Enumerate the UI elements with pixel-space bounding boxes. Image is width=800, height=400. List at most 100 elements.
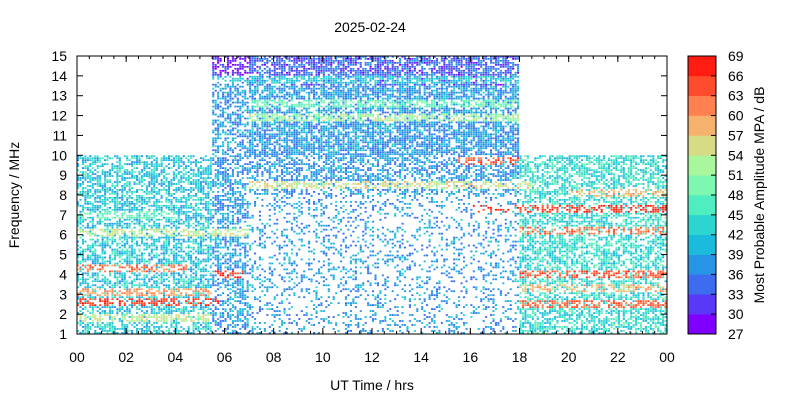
heatmap-cell [224,258,227,261]
heatmap-cell [251,71,254,74]
heatmap-cell [222,272,225,275]
heatmap-cell [148,322,151,324]
heatmap-cell [271,91,274,94]
heatmap-cell [77,179,80,181]
heatmap-cell [234,67,237,70]
heatmap-cell [79,266,82,269]
heatmap-cell [246,101,249,104]
heatmap-cell [177,222,180,225]
heatmap-cell [138,159,141,162]
heatmap-cell [121,320,124,322]
heatmap-cell [153,200,156,203]
heatmap-cell [217,302,220,305]
heatmap-cell [86,226,89,229]
heatmap-cell [116,198,119,201]
heatmap-cell [153,181,156,183]
heatmap-cell [81,276,85,279]
heatmap-cell [236,196,239,199]
heatmap-cell [185,202,188,205]
heatmap-cell [172,296,175,299]
heatmap-cell [118,159,121,162]
heatmap-cell [123,324,126,326]
heatmap-cell [182,206,185,209]
heatmap-cell [273,105,276,108]
heatmap-cell [258,159,262,162]
heatmap-cell [236,83,239,86]
heatmap-cell [79,284,82,287]
heatmap-cell [258,153,262,156]
heatmap-cell [150,304,153,306]
heatmap-cell [226,326,230,328]
heatmap-cell [77,204,80,207]
heatmap-cell [241,169,244,171]
heatmap-cell [108,173,112,175]
heatmap-cell [106,244,109,247]
heatmap-cell [224,91,227,94]
heatmap-cell [133,167,136,169]
heatmap-cell [229,324,232,326]
heatmap-cell [182,234,185,237]
heatmap-cell [121,195,124,197]
heatmap-cell [229,258,232,261]
heatmap-cell [150,226,153,229]
heatmap-cell [224,218,227,221]
heatmap-cell [128,266,131,269]
heatmap-cell [94,264,97,267]
heatmap-cell [170,232,173,235]
heatmap-cell [244,326,247,328]
heatmap-cell [202,312,205,314]
heatmap-cell [195,179,198,181]
heatmap-cell [207,282,210,285]
heatmap-cell [251,63,254,66]
heatmap-cell [214,83,217,86]
heatmap-cell [84,240,87,243]
heatmap-cell [234,113,237,116]
heatmap-cell [185,224,188,227]
heatmap-cell [96,200,99,203]
heatmap-cell [217,208,220,211]
heatmap-cell [160,195,163,197]
heatmap-cell [224,95,227,98]
heatmap-cell [192,294,195,297]
heatmap-cell [131,280,134,283]
heatmap-cell [160,258,163,261]
heatmap-cell [145,187,148,189]
heatmap-cell [182,314,185,316]
heatmap-cell [160,157,163,160]
heatmap-cell [226,181,230,183]
heatmap-cell [244,316,247,318]
heatmap-cell [266,288,269,291]
heatmap-cell [140,228,144,231]
heatmap-cell [111,191,114,193]
heatmap-cell [136,318,139,320]
heatmap-cell [251,131,254,134]
heatmap-cell [249,244,252,247]
heatmap-cell [256,163,259,166]
heatmap-cell [118,266,121,269]
heatmap-cell [241,320,244,322]
heatmap-cell [138,258,141,261]
heatmap-cell [160,208,163,211]
heatmap-cell [226,169,230,171]
heatmap-cell [165,250,168,253]
heatmap-cell [158,191,161,193]
heatmap-cell [239,101,242,104]
heatmap-cell [140,302,144,305]
heatmap-cell [209,183,212,185]
heatmap-cell [246,151,249,154]
heatmap-cell [108,316,112,318]
heatmap-cell [234,101,237,104]
heatmap-cell [234,71,237,74]
heatmap-cell [89,286,92,289]
heatmap-cell [214,258,217,261]
heatmap-cell [91,208,94,211]
heatmap-cell [143,294,146,297]
heatmap-cell [271,129,274,132]
heatmap-cell [81,208,85,211]
heatmap-cell [273,240,276,243]
heatmap-cell [163,248,166,251]
heatmap-cell [150,189,153,191]
heatmap-cell [96,322,99,324]
heatmap-cell [251,326,254,328]
heatmap-cell [192,183,195,185]
